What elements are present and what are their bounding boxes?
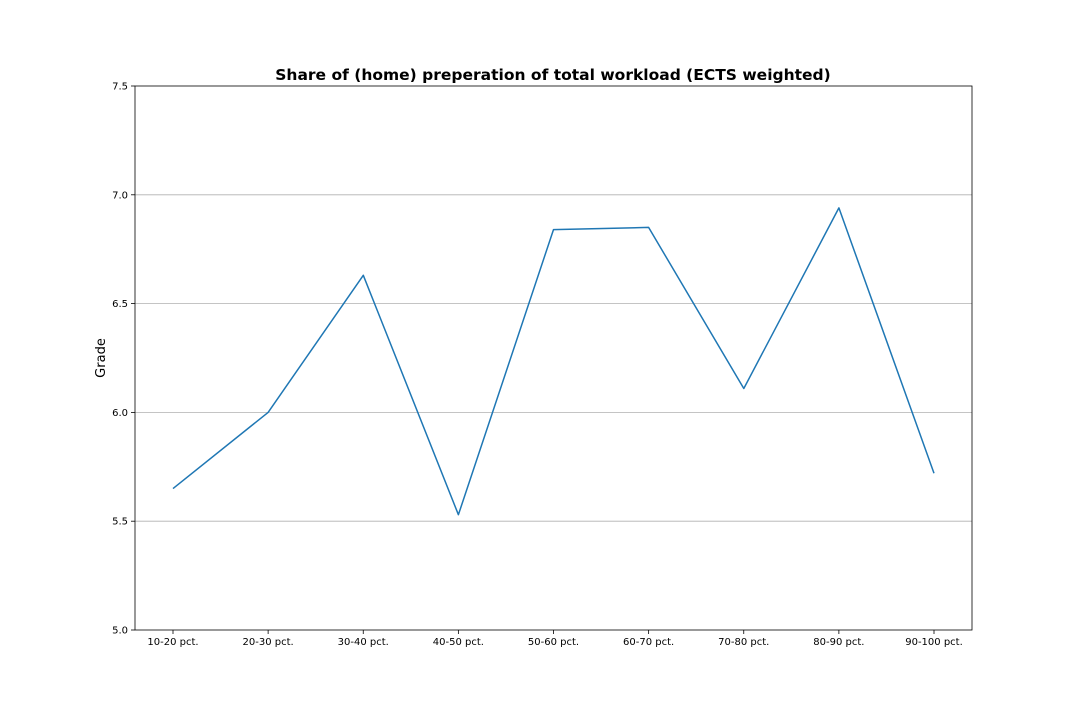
x-tick-label: 80-90 pct. (813, 637, 864, 648)
y-tick-label: 5.5 (112, 517, 128, 528)
y-tick-label: 5.0 (112, 626, 128, 637)
x-tick-label: 40-50 pct. (433, 637, 484, 648)
grid-lines (135, 194, 972, 522)
x-tick-label: 20-30 pct. (243, 637, 294, 648)
x-tick-label: 10-20 pct. (147, 637, 198, 648)
series-layer (172, 207, 935, 516)
x-tick-label: 30-40 pct. (338, 637, 389, 648)
x-tick-label: 50-60 pct. (528, 637, 579, 648)
y-tick-label: 7.0 (112, 190, 128, 201)
y-tick-label: 7.5 (112, 82, 128, 93)
y-axis-label: Grade (94, 338, 109, 378)
x-tick-label: 60-70 pct. (623, 637, 674, 648)
x-tick-label: 90-100 pct. (905, 637, 963, 648)
plot-area-frame (134, 85, 973, 631)
series-line (172, 207, 935, 516)
chart-title: Share of (home) preperation of total wor… (275, 66, 831, 84)
y-tick-label: 6.0 (112, 408, 128, 419)
x-axis-ticks: 10-20 pct. 20-30 pct. 30-40 pct. 40-50 pct.… (147, 630, 963, 648)
y-axis-ticks: 5.0 5.5 6.0 6.5 7.0 7.5 (112, 82, 135, 637)
x-tick-label: 70-80 pct. (718, 637, 769, 648)
y-tick-label: 6.5 (112, 299, 128, 310)
